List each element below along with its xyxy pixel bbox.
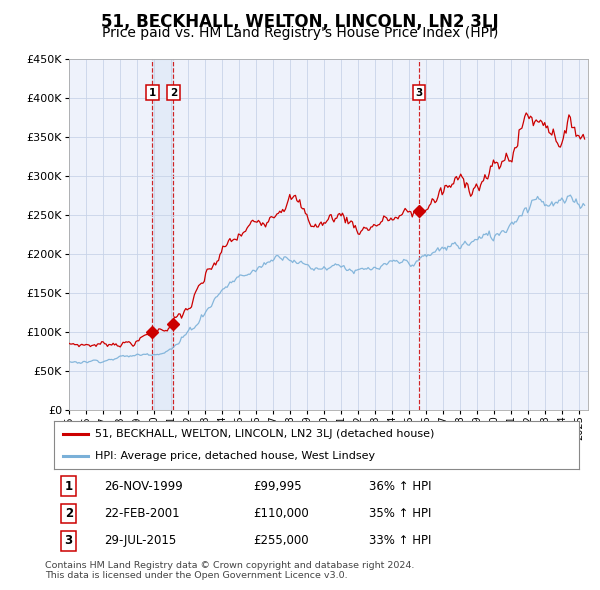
- Text: HPI: Average price, detached house, West Lindsey: HPI: Average price, detached house, West…: [95, 451, 375, 461]
- Text: 33% ↑ HPI: 33% ↑ HPI: [369, 535, 431, 548]
- Text: £110,000: £110,000: [254, 507, 309, 520]
- Text: 22-FEB-2001: 22-FEB-2001: [104, 507, 179, 520]
- Text: 51, BECKHALL, WELTON, LINCOLN, LN2 3LJ (detached house): 51, BECKHALL, WELTON, LINCOLN, LN2 3LJ (…: [95, 429, 434, 439]
- Bar: [152, 59, 173, 410]
- Text: 36% ↑ HPI: 36% ↑ HPI: [369, 480, 431, 493]
- Text: 2: 2: [170, 87, 177, 97]
- Text: £255,000: £255,000: [254, 535, 309, 548]
- Text: 51, BECKHALL, WELTON, LINCOLN, LN2 3LJ: 51, BECKHALL, WELTON, LINCOLN, LN2 3LJ: [101, 13, 499, 31]
- Text: 35% ↑ HPI: 35% ↑ HPI: [369, 507, 431, 520]
- Text: 3: 3: [415, 87, 422, 97]
- Text: 29-JUL-2015: 29-JUL-2015: [104, 535, 176, 548]
- Text: Contains HM Land Registry data © Crown copyright and database right 2024.: Contains HM Land Registry data © Crown c…: [45, 560, 415, 569]
- Text: 26-NOV-1999: 26-NOV-1999: [104, 480, 182, 493]
- Text: 1: 1: [149, 87, 156, 97]
- Text: 3: 3: [65, 535, 73, 548]
- Text: This data is licensed under the Open Government Licence v3.0.: This data is licensed under the Open Gov…: [45, 571, 347, 580]
- Text: Price paid vs. HM Land Registry's House Price Index (HPI): Price paid vs. HM Land Registry's House …: [102, 26, 498, 40]
- Text: 2: 2: [65, 507, 73, 520]
- Text: 1: 1: [65, 480, 73, 493]
- Text: £99,995: £99,995: [254, 480, 302, 493]
